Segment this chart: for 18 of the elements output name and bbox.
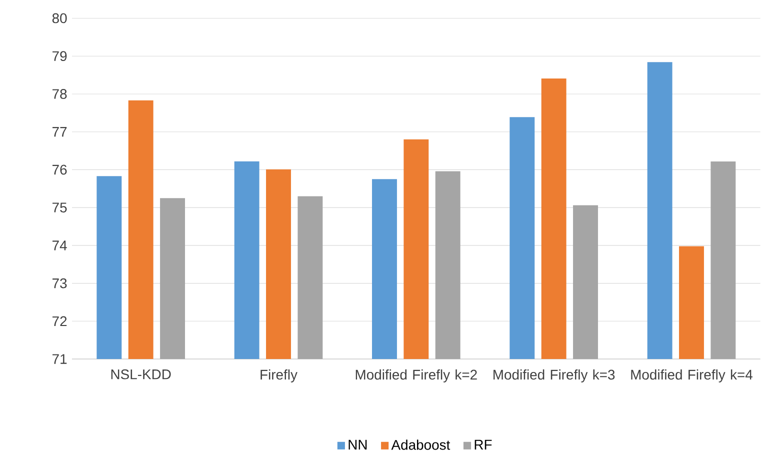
legend-label: RF [474, 440, 492, 450]
y-tick-label: 79 [52, 51, 67, 62]
y-tick-label: 80 [52, 13, 67, 24]
y-tick-label: 77 [52, 127, 67, 137]
y-tick-label: 73 [52, 278, 67, 288]
x-tick-label: Firefly [260, 369, 298, 382]
legend-label: Adaboost [391, 440, 450, 450]
legend-label: NN [348, 440, 367, 450]
x-tick-label: NSL-KDD [111, 370, 171, 380]
x-tick-label: Modified Firefly k=2 [356, 369, 477, 382]
y-tick-label: 72 [52, 316, 67, 326]
y-tick-label: 78 [52, 89, 67, 100]
y-tick-label: 76 [52, 164, 67, 175]
y-tick-label: 71 [52, 354, 67, 364]
x-tick-label: Modified Firefly k=4 [631, 369, 752, 382]
x-tick-label: Modified Firefly k=3 [494, 369, 615, 382]
y-tick-label: 75 [52, 202, 67, 213]
y-tick-label: 74 [52, 240, 67, 250]
